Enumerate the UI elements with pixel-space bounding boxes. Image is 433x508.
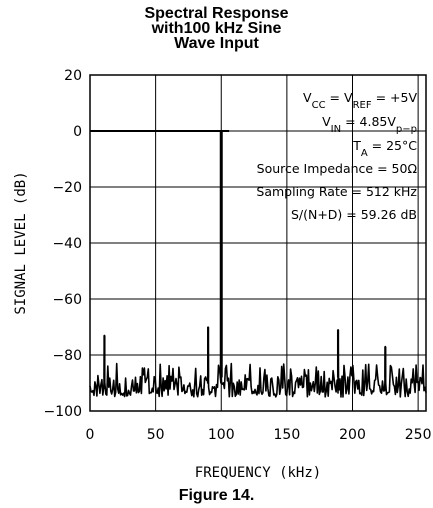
x-tick-label: 200 [339,427,366,443]
y-tick-label: −100 [44,404,82,420]
chart-title-line-2: with100 kHz Sine [151,20,282,37]
condition-line: VCC = VREF = +5V [303,90,417,111]
condition-line: S/(N+D) = 59.26 dB [291,207,417,222]
y-axis-label: SIGNAL LEVEL (dB) [13,171,29,314]
conditions-annotation: VCC = VREF = +5V VIN = 4.85Vp−p TA = 25°C S… [256,90,417,222]
x-tick-label: 0 [86,427,95,443]
data-layer [89,130,427,398]
chart-title-line-1: Spectral Response [144,5,289,22]
x-axis-label: FREQUENCY (kHz) [195,465,321,481]
y-tick-label: −40 [52,236,82,252]
x-tick-label: 50 [147,427,165,443]
y-tick-label: −60 [52,292,82,308]
x-tick-label: 250 [405,427,432,443]
y-tick-label: −80 [52,348,82,364]
condition-line: TA = 25°C [352,138,417,159]
condition-line: Sampling Rate = 512 kHz [256,184,417,199]
x-tick-label: 100 [208,427,235,443]
x-tick-label: 150 [274,427,301,443]
y-tick-label: −20 [52,180,82,196]
chart-title-line-3: Wave Input [174,35,259,52]
condition-line: Source Impedance = 50Ω [257,161,418,176]
y-tick-label: 0 [73,124,82,140]
condition-line: VIN = 4.85Vp−p [322,114,417,135]
grid-layer [89,74,427,412]
y-tick-label: 20 [64,68,82,84]
figure-caption: Figure 14. [178,487,255,504]
spectrum-trace [89,130,427,398]
